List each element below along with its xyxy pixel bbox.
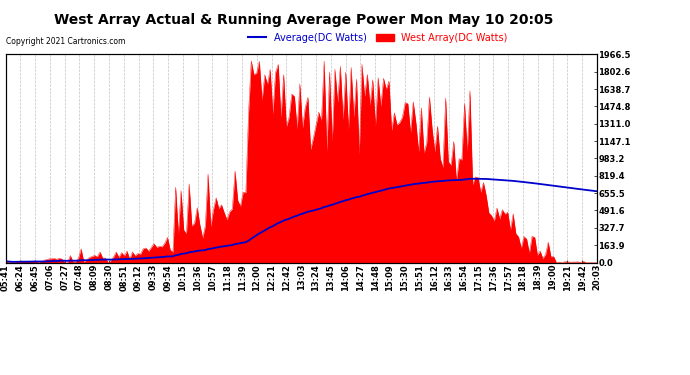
Legend: Average(DC Watts), West Array(DC Watts): Average(DC Watts), West Array(DC Watts) bbox=[244, 29, 512, 47]
Text: Copyright 2021 Cartronics.com: Copyright 2021 Cartronics.com bbox=[6, 38, 125, 46]
Text: West Array Actual & Running Average Power Mon May 10 20:05: West Array Actual & Running Average Powe… bbox=[54, 13, 553, 27]
